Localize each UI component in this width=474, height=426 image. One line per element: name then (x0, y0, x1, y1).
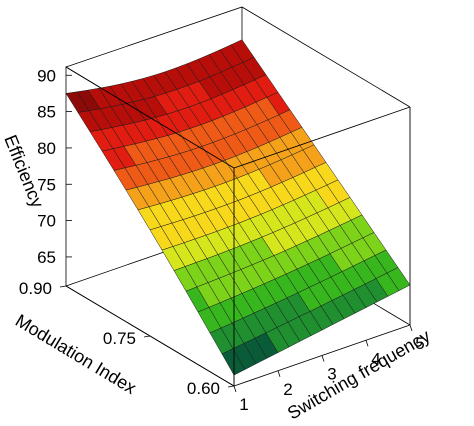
y-axis-title: Modulation Index (12, 310, 140, 398)
x-axis-title: Switching frequency (284, 326, 434, 424)
x-tick-label: 1 (239, 395, 248, 414)
z-tick-label: 80 (37, 139, 56, 158)
x-tick-mark (277, 370, 281, 377)
x-tick-mark (321, 355, 325, 362)
box-left-front-edge (65, 66, 235, 169)
y-tick-label: 0.90 (19, 279, 52, 298)
x-tick-mark (233, 385, 237, 393)
x-tick-label: 5 (415, 334, 424, 353)
x-tick-label: 3 (327, 365, 336, 384)
y-tick-label: 0.75 (103, 329, 136, 348)
x-tick-mark (365, 340, 369, 347)
x-tick-mark (409, 324, 413, 332)
x-tick-label: 4 (371, 349, 380, 368)
z-tick-label: 70 (37, 212, 56, 231)
y-tick-mark (227, 385, 235, 388)
efficiency-surface (65, 39, 411, 376)
z-tick-label: 65 (37, 248, 56, 267)
z-tick-label: 90 (37, 66, 56, 85)
y-tick-mark (59, 285, 67, 288)
surface-cell (386, 267, 411, 292)
x-tick-label: 2 (283, 380, 292, 399)
axis-ticks: 65 70 75 80 85 90 0.60 0.75 0.90 1 2 3 4 5 (19, 66, 425, 414)
z-tick-label: 75 (37, 175, 56, 194)
y-tick-mark (143, 335, 151, 338)
y-tick-label: 0.60 (187, 379, 220, 398)
z-tick-label: 85 (37, 103, 56, 122)
box-top-front-edge (233, 106, 411, 169)
